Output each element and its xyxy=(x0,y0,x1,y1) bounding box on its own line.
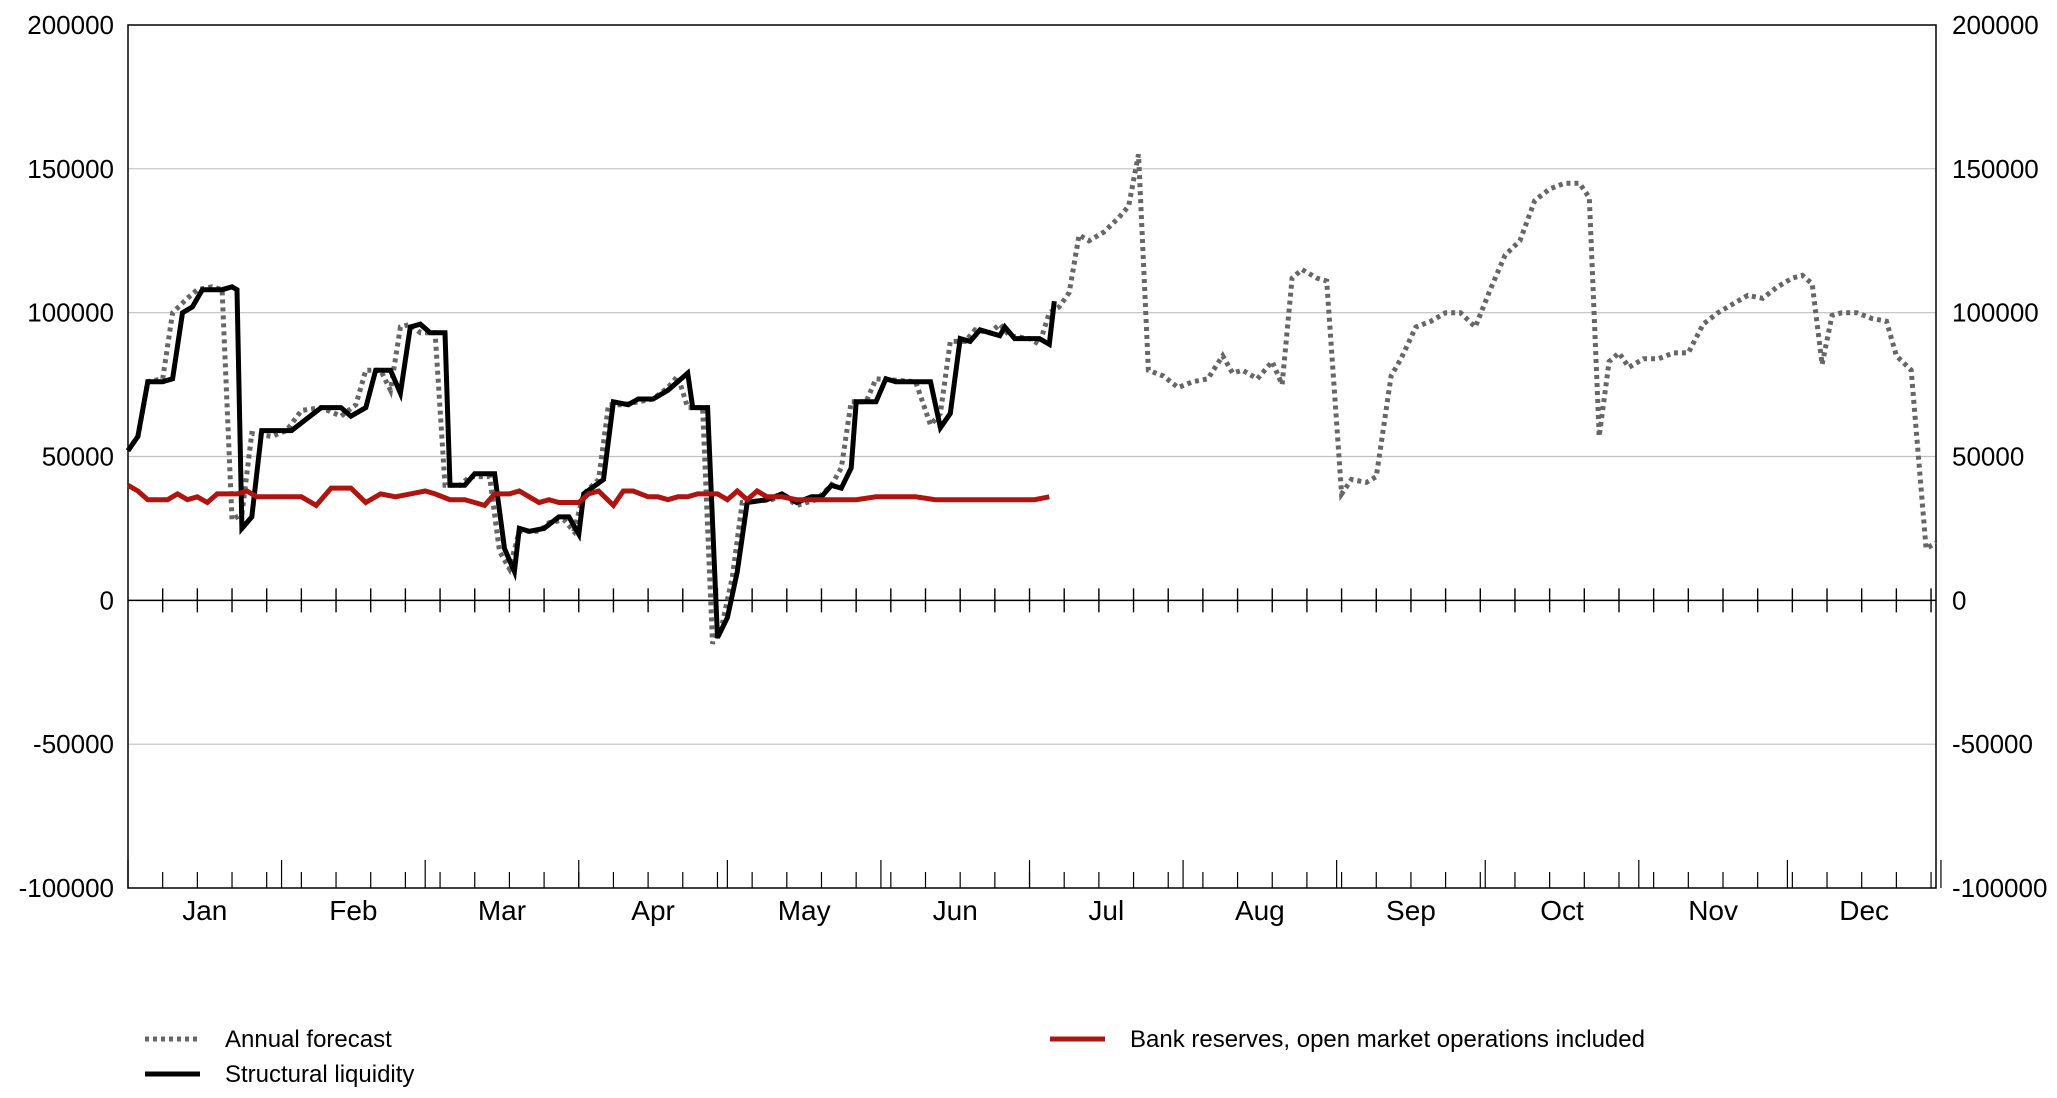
y-tick-label-left: -50000 xyxy=(33,729,114,759)
series-line-structural xyxy=(125,284,1057,639)
month-label-sep: Sep xyxy=(1386,895,1436,926)
y-tick-label-left: 150000 xyxy=(27,154,114,184)
month-label-dec: Dec xyxy=(1839,895,1889,926)
y-tick-label-left: 0 xyxy=(100,585,114,615)
legend-label-forecast: Annual forecast xyxy=(225,1026,392,1053)
series-line-reserves xyxy=(126,483,1050,510)
y-tick-label-right: 100000 xyxy=(1952,298,2039,328)
month-label-mar: Mar xyxy=(478,895,526,926)
plot-frame xyxy=(127,24,1937,889)
horizontal-gridlines xyxy=(128,168,1936,745)
month-label-jan: Jan xyxy=(182,895,227,926)
axes xyxy=(127,24,1937,889)
month-label-may: May xyxy=(778,895,831,926)
month-label-apr: Apr xyxy=(631,895,675,926)
y-tick-label-left: 200000 xyxy=(27,10,114,40)
legend-label-reserves: Bank reserves, open market operations in… xyxy=(1130,1026,1645,1053)
month-label-aug: Aug xyxy=(1235,895,1285,926)
month-label-nov: Nov xyxy=(1688,895,1738,926)
y-tick-label-right: 200000 xyxy=(1952,10,2039,40)
month-label-oct: Oct xyxy=(1540,895,1584,926)
y-axis-right-labels: 200000 150000 100000 50000 0 -50000 -100000 xyxy=(1952,10,2047,903)
month-label-jun: Jun xyxy=(933,895,978,926)
y-tick-label-left: 100000 xyxy=(27,298,114,328)
y-tick-label-right: 0 xyxy=(1952,585,1966,615)
y-tick-label-left: -100000 xyxy=(19,873,114,903)
series-lines xyxy=(125,153,1938,645)
month-label-jul: Jul xyxy=(1088,895,1124,926)
y-tick-label-left: 50000 xyxy=(42,442,114,472)
month-label-feb: Feb xyxy=(329,895,377,926)
y-tick-label-right: -100000 xyxy=(1952,873,2047,903)
x-axis-month-labels: Jan Feb Mar Apr May Jun Jul Aug Sep Oct Nov Dec xyxy=(182,895,1889,926)
x-axis-tick-marks xyxy=(127,588,1942,888)
legend: Annual forecast Structural liquidity Bank … xyxy=(145,1026,1645,1088)
y-tick-label-right: 50000 xyxy=(1952,442,2024,472)
legend-label-structural: Structural liquidity xyxy=(225,1061,414,1088)
y-axis-left-labels: 200000 150000 100000 50000 0 -50000 -100000 xyxy=(19,10,114,903)
y-tick-label-right: 150000 xyxy=(1952,154,2039,184)
y-tick-label-right: -50000 xyxy=(1952,729,2033,759)
